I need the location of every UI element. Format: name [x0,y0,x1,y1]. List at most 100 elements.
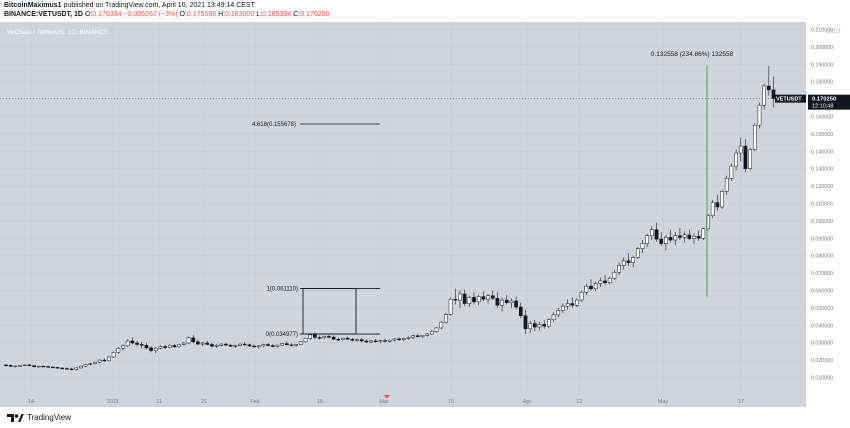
candle-up [547,319,551,327]
x-tick-label: May [658,399,669,405]
price-tag-countdown: 12:10:48 [812,104,833,110]
candle-up [121,345,125,349]
x-tick-label: 12 [576,399,582,405]
candle-down [289,344,294,346]
ohlc-row: BINANCE:VETUSDT, 1D O: 0.170334 −0.005267… [4,11,329,18]
candle-up [434,327,439,332]
candle-up [93,361,97,364]
candle-down [668,237,673,241]
candle-up [631,257,635,263]
candle-up [598,280,603,284]
candle-down [678,235,682,238]
ohlc-2-label: O: [179,11,187,18]
candle-up [406,337,411,339]
candle-down [364,340,369,343]
ohlc-1-value: −0.005267 (−3%) [123,11,178,18]
y-tick-label: 0.180000 [811,80,833,86]
candle-down [514,300,518,308]
tradingview-logo-icon[interactable] [6,412,24,423]
symbol-label: BINANCE:VETUSDT, 1D [4,11,83,18]
candle-up [444,314,448,323]
candle-up [219,343,224,346]
time-axis[interactable]: 14 2021 11 21 Feb 15 Mar 15 Apr 12 May 17 [28,395,744,405]
candle-down [771,89,776,99]
x-tick-label: 11 [156,399,162,405]
candle-up [556,310,561,316]
annotations: 4.618(0.155678) 1(0.061110) 0(0.034977) 0.1… [0,51,806,338]
candle-up [720,191,724,208]
candle-up [341,337,345,340]
candle-down [172,345,177,348]
ohlc-5-label: C: [293,11,301,18]
candle-down [659,238,664,244]
candle-up [167,345,172,348]
ohlc-3-label: H: [218,11,226,18]
y-tick-label: 0.200000 [811,45,833,51]
plot-background [0,22,806,395]
candle-up [710,202,715,216]
ohlc-4-label: L: [256,11,263,18]
candle-down [317,337,322,339]
candle-down [383,340,387,342]
price-axis[interactable]: 0.2100000.2000000.1900000.1800000.170000… [811,28,833,382]
candle-up [233,345,238,347]
candle-down [481,296,486,300]
author-name[interactable]: BitcoinMaximus1 [4,2,62,9]
candle-up [635,248,640,258]
candle-up [378,340,383,342]
candle-down [60,367,65,370]
candle-down [191,337,196,343]
candle-down [654,229,659,240]
candle-up [645,235,650,244]
fib-level-0-label: 0(0.034977) [266,332,298,338]
candle-up [551,314,556,320]
candle-down [345,337,350,340]
candle-up [111,352,116,358]
candle-down [210,344,214,347]
y-tick-label: 0.130000 [811,167,833,173]
candle-down [32,365,36,367]
candle-up [36,365,41,368]
candle-up [537,324,542,328]
range-box[interactable] [302,288,357,335]
candle-down [490,295,495,299]
footer: TradingView [0,407,850,428]
ohlc-0-value: 0.170334 [92,11,122,18]
x-tick-label: Feb [250,399,259,405]
candle-down [350,338,355,341]
candle-down [532,323,537,328]
ohlc-5-value: 0.170250 [300,11,330,18]
x-tick-label: Mar [379,399,389,405]
candle-up [107,356,111,362]
price-tag-value-background [808,94,850,110]
candle-up [392,338,397,341]
candle-down [196,341,200,345]
candle-down [247,344,252,347]
time-marker-icon [384,395,390,399]
candle-down [570,303,575,306]
candle-up [612,271,617,279]
candle-up [673,235,678,241]
candle-down [415,335,420,337]
candle-up [79,365,83,369]
candle-up [439,321,444,329]
candle-down [359,339,364,342]
candle-down [284,343,289,346]
candle-down [518,306,523,316]
candle-up [214,345,219,347]
candle-down [242,343,247,346]
time-axis-background [0,395,806,407]
candle-down [603,280,607,283]
price-chart[interactable]: 4.618(0.155678) 1(0.061110) 0(0.034977) 0.1… [0,22,850,407]
tradingview-brand[interactable]: TradingView [27,413,72,422]
candle-up [682,234,687,238]
candle-down [743,145,748,169]
y-tick-label: 0.120000 [811,184,833,190]
candle-down [270,345,275,347]
candle-up [607,278,612,283]
candle-up [401,338,406,340]
candle-up [177,344,182,348]
candle-up [748,149,752,169]
candle-up [303,338,308,343]
candle-down [8,365,13,367]
